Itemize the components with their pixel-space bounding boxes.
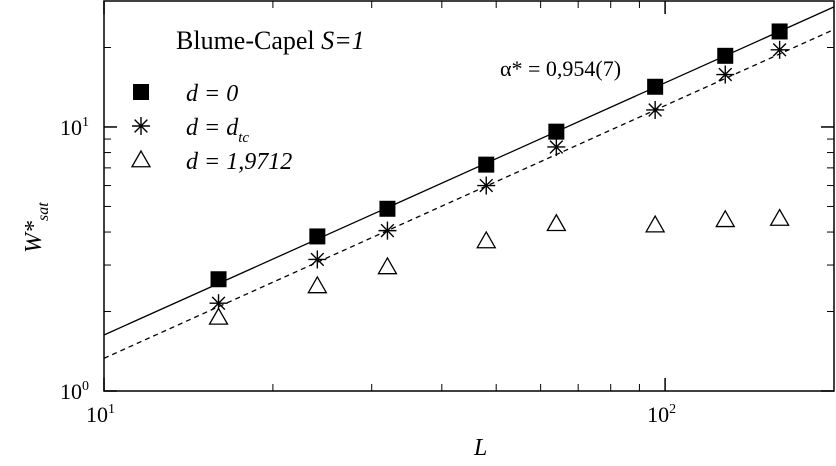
data-point-asterisk xyxy=(646,100,665,119)
x-tick-label: 101 xyxy=(86,402,115,427)
y-tick-label: 101 xyxy=(60,115,89,140)
data-point-square xyxy=(379,200,396,217)
data-point-triangle xyxy=(769,208,790,226)
data-point-triangle xyxy=(377,256,398,275)
data-point-square xyxy=(210,271,227,288)
legend-label-sub: tc xyxy=(238,130,249,146)
data-point-asterisk xyxy=(770,40,789,59)
fit-line-dashed xyxy=(103,28,835,359)
legend-label-main: d = 0 xyxy=(186,81,238,107)
chart-title: Blume-Capel S=1 xyxy=(176,26,365,55)
y-axis-label: W*sat xyxy=(21,202,52,253)
legend-marker-triangle xyxy=(130,149,152,168)
x-tick-exponent: 2 xyxy=(669,402,676,417)
svg-text:W*sat: W*sat xyxy=(21,202,52,253)
data-point-square xyxy=(309,228,326,245)
data-point-square xyxy=(717,47,734,64)
y-tick-exponent: 1 xyxy=(82,115,89,130)
legend-label: d = 0 xyxy=(186,81,238,107)
y-tick-base: 10 xyxy=(60,379,82,404)
chart-title-variable: S=1 xyxy=(321,26,365,55)
x-tick-label: 102 xyxy=(647,402,676,427)
legend-marker-square xyxy=(133,84,149,100)
data-point-square xyxy=(647,78,664,95)
legend-label: d = dtc xyxy=(186,115,249,146)
y-tick-base: 10 xyxy=(60,115,82,140)
y-tick-label: 100 xyxy=(60,379,89,404)
plot-frame xyxy=(103,0,835,392)
data-markers xyxy=(208,23,790,325)
legend-label-main: d = 1,9712 xyxy=(186,149,292,175)
data-point-triangle xyxy=(208,307,229,325)
data-point-square xyxy=(478,156,495,173)
exponent-annotation: α* = 0,954(7) xyxy=(500,56,621,81)
data-point-asterisk xyxy=(308,250,327,269)
data-point-triangle xyxy=(476,230,497,249)
data-point-square xyxy=(771,23,788,40)
data-point-asterisk xyxy=(547,137,566,156)
legend-marker-asterisk xyxy=(132,117,150,135)
data-point-triangle xyxy=(307,275,328,294)
legend: d = 0 d = dtc d = 1,9712 xyxy=(130,81,292,175)
y-axis-label-sub: sat xyxy=(35,202,52,221)
x-axis-label: L xyxy=(473,435,487,461)
x-axis-ticks: 101 102 xyxy=(86,1,676,427)
data-point-square xyxy=(548,123,565,140)
data-point-triangle xyxy=(715,209,736,228)
data-point-asterisk xyxy=(477,176,496,195)
data-point-asterisk xyxy=(716,65,735,84)
x-tick-base: 10 xyxy=(647,402,669,427)
data-point-asterisk xyxy=(378,221,397,240)
data-point-triangle xyxy=(546,213,567,232)
data-point-triangle xyxy=(645,214,666,233)
legend-label: d = 1,9712 xyxy=(186,149,292,175)
y-tick-exponent: 0 xyxy=(82,379,89,394)
y-axis-label-main: W* xyxy=(21,221,47,253)
minor-ticks xyxy=(104,1,834,391)
x-tick-exponent: 1 xyxy=(108,402,115,417)
chart-title-main: Blume-Capel xyxy=(176,26,321,55)
legend-label-main: d = d xyxy=(186,115,239,141)
x-tick-base: 10 xyxy=(86,402,108,427)
